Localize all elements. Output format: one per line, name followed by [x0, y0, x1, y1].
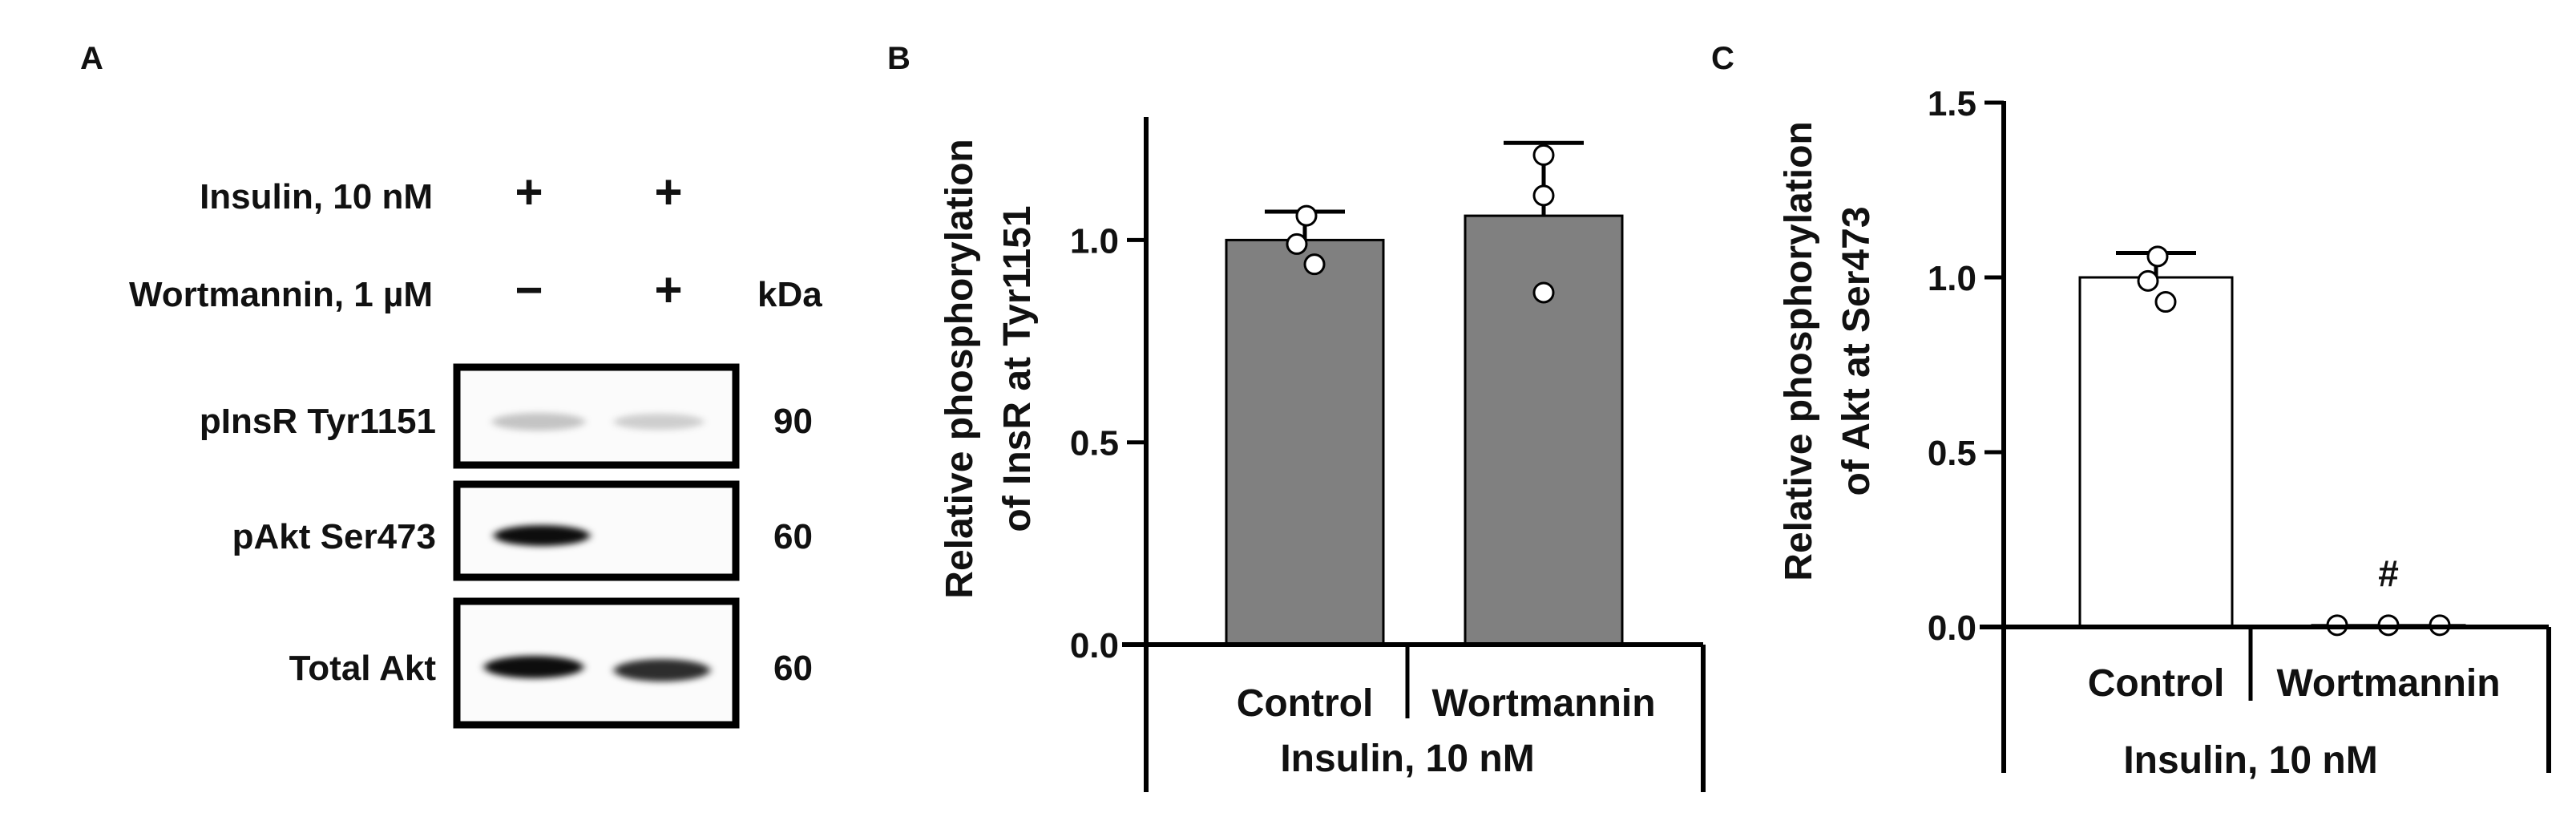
blot-box-pinsr [453, 363, 740, 469]
blot-band [484, 656, 583, 678]
blot-box-total-akt [453, 597, 740, 729]
blot-band [614, 659, 710, 681]
blot-label-pakt: pAkt Ser473 [232, 517, 436, 556]
y-tick-label: 1.5 [1928, 84, 1976, 123]
significance-marker: # [2378, 552, 2399, 594]
group-label: Insulin, 10 nM [1280, 738, 1534, 780]
treatment-label-insulin: Insulin, 10 nM [200, 177, 433, 216]
bar-wortmannin [1464, 214, 1624, 646]
kda-pakt: 60 [773, 517, 813, 556]
panel-letter-a: A [80, 41, 103, 76]
data-point [2137, 269, 2159, 292]
data-point [2154, 291, 2177, 313]
wortmannin-lane1-sign: − [515, 263, 543, 317]
bar-control [1225, 238, 1385, 646]
panel-letter-b: B [887, 41, 910, 76]
data-point [1295, 204, 1318, 227]
blot-label-total-akt: Total Akt [289, 649, 437, 688]
kda-pinsr: 90 [773, 402, 813, 441]
y-tick-label: 1.0 [1070, 221, 1119, 261]
category-label-control: Control [2088, 662, 2225, 705]
kda-header: kDa [757, 275, 822, 314]
chart-c: 0.0 0.5 1.0 1.5 Control Wortmannin Insulin, 10… [1928, 84, 2551, 782]
insulin-lane1-sign: + [515, 165, 543, 219]
y-tick-label: 1.0 [1928, 259, 1976, 298]
data-point [2146, 245, 2169, 268]
y-axis-label-c-line1: Relative phosphorylation [1778, 121, 1820, 580]
data-point [1532, 281, 1555, 304]
data-point [1286, 233, 1308, 255]
y-tick-label: 0.5 [1928, 434, 1976, 473]
panel-a: A Insulin, 10 nM + + Wortmannin, 1 µM − … [80, 41, 822, 729]
data-point [1532, 144, 1555, 166]
category-label-control: Control [1237, 682, 1374, 725]
category-label-wortmannin: Wortmannin [2276, 662, 2500, 705]
bar-control [2078, 276, 2234, 629]
blot-band [614, 414, 704, 430]
kda-total-akt: 60 [773, 649, 813, 688]
blot-band [494, 525, 590, 546]
data-point [1303, 253, 1326, 276]
y-tick-label: 0.0 [1928, 609, 1976, 648]
blot-box-pakt [453, 480, 740, 581]
insulin-lane2-sign: + [654, 165, 682, 219]
panel-c: C Relative phosphorylation of Akt at Ser… [1711, 41, 2551, 782]
blot-label-pinsr: pInsR Tyr1151 [200, 402, 436, 441]
blot-band [614, 526, 704, 545]
y-tick-label: 0.5 [1070, 424, 1119, 463]
y-axis-label-c-line2: of Akt at Ser473 [1835, 206, 1878, 495]
chart-b: 0.0 0.5 1.0 Control Wortmannin Insulin, 10 nM [1070, 117, 1706, 792]
panel-letter-c: C [1711, 41, 1734, 76]
y-tick-label: 0.0 [1070, 626, 1119, 665]
y-axis-label-b-line1: Relative phosphorylation [939, 139, 981, 598]
category-label-wortmannin: Wortmannin [1431, 682, 1655, 725]
blot-band [492, 413, 585, 431]
wortmannin-lane2-sign: + [654, 263, 682, 317]
data-point [1532, 184, 1555, 207]
panel-b: B Relative phosphorylation of InsR at Ty… [887, 41, 1706, 792]
group-label: Insulin, 10 nM [2123, 739, 2377, 782]
y-axis-label-b-line2: of InsR at Tyr1151 [996, 205, 1039, 532]
treatment-label-wortmannin: Wortmannin, 1 µM [129, 275, 433, 314]
